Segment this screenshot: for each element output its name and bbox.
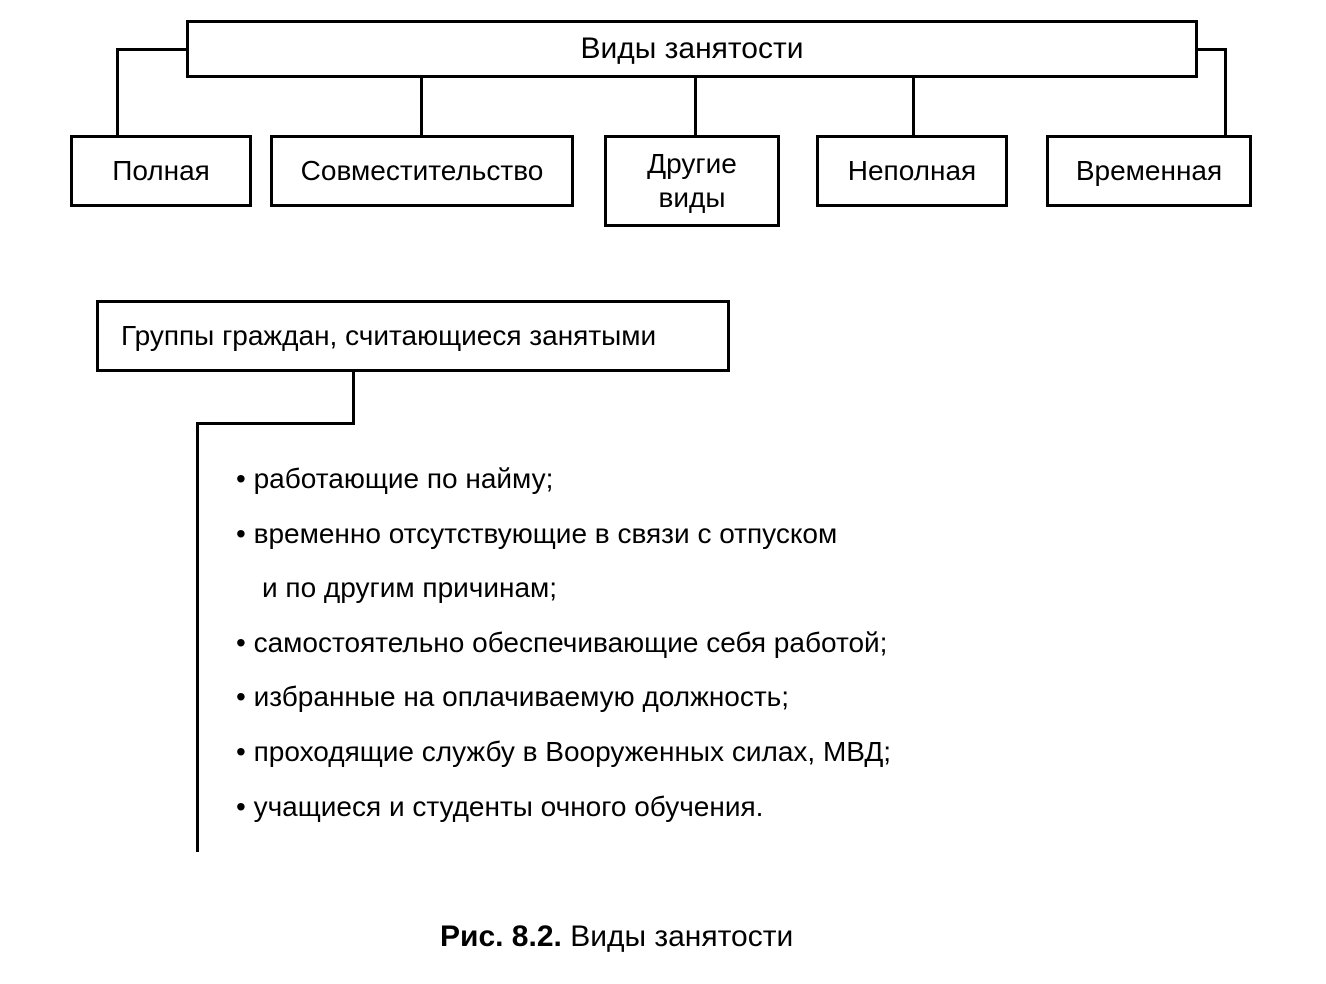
connector-0-v bbox=[116, 48, 119, 135]
connector-4-h bbox=[1198, 48, 1224, 51]
bracket-drop bbox=[352, 372, 355, 422]
bullet-item-0: работающие по найму; bbox=[236, 452, 891, 507]
child-box-0: Полная bbox=[70, 135, 252, 207]
child-label-3: Неполная bbox=[848, 154, 976, 188]
bullet-item-2: и по другим причинам; bbox=[236, 561, 891, 616]
figure-caption: Рис. 8.2. Виды занятости bbox=[440, 920, 793, 954]
connector-0-h bbox=[116, 48, 186, 51]
bracket-top-h bbox=[196, 422, 355, 425]
child-box-3: Неполная bbox=[816, 135, 1008, 207]
root-label: Виды занятости bbox=[580, 31, 803, 67]
groups-label: Группы граждан, считающиеся занятыми bbox=[121, 319, 656, 353]
child-box-2: Другие виды bbox=[604, 135, 780, 227]
bracket-vert bbox=[196, 422, 199, 852]
root-box: Виды занятости bbox=[186, 20, 1198, 78]
connector-4-v bbox=[1224, 48, 1227, 135]
bullet-item-4: избранные на оплачиваемую должность; bbox=[236, 670, 891, 725]
bullet-list: работающие по найму; временно отсутствую… bbox=[236, 452, 891, 834]
child-box-4: Временная bbox=[1046, 135, 1252, 207]
connector-3-v bbox=[912, 78, 915, 135]
bullet-item-5: проходящие службу в Вооруженных силах, М… bbox=[236, 725, 891, 780]
child-label-0: Полная bbox=[112, 154, 210, 188]
child-label-4: Временная bbox=[1076, 154, 1222, 188]
figure-number: Рис. 8.2. bbox=[440, 920, 562, 953]
connector-2-v bbox=[694, 78, 697, 135]
figure-title: Виды занятости bbox=[562, 920, 793, 953]
child-label-1: Совместительство bbox=[301, 154, 544, 188]
bullet-item-6: учащиеся и студенты очного обучения. bbox=[236, 780, 891, 835]
child-label-2: Другие виды bbox=[617, 147, 767, 214]
bullet-item-1: временно отсутствующие в связи с отпуско… bbox=[236, 507, 891, 562]
connector-1-v bbox=[420, 78, 423, 135]
groups-box: Группы граждан, считающиеся занятыми bbox=[96, 300, 730, 372]
child-box-1: Совместительство bbox=[270, 135, 574, 207]
bullet-item-3: самостоятельно обеспечивающие себя работ… bbox=[236, 616, 891, 671]
